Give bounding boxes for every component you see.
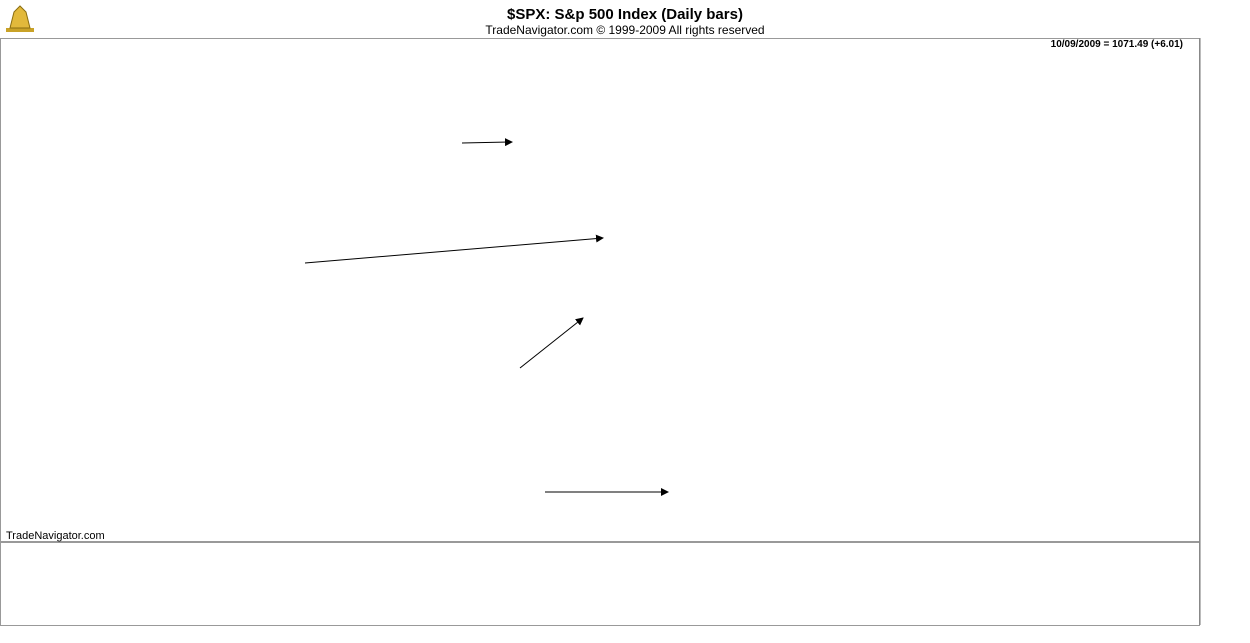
arrows: [304, 138, 669, 496]
watermark: TradeNavigator.com: [6, 530, 105, 542]
quote: 10/09/2009 = 1071.49 (+6.01): [1051, 39, 1183, 50]
arrow: [461, 138, 513, 147]
arrow: [304, 234, 604, 264]
chart-subtitle: TradeNavigator.com © 1999-2009 All right…: [485, 23, 764, 37]
arrow: [519, 317, 584, 369]
chart-title: $SPX: S&p 500 Index (Daily bars): [507, 6, 743, 23]
logo: [6, 5, 34, 32]
